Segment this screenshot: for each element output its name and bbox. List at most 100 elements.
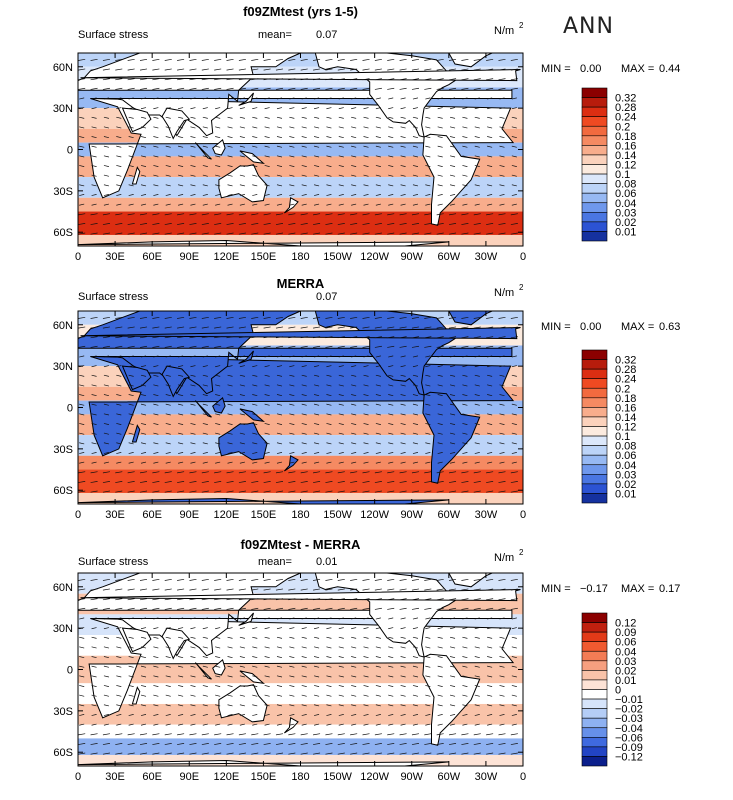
- wind-vector: [238, 471, 246, 474]
- wind-vector: [215, 136, 221, 139]
- wind-vector: [215, 675, 221, 678]
- max-label: MAX =: [621, 583, 655, 595]
- wind-vector: [338, 116, 344, 119]
- wind-vector: [165, 203, 171, 206]
- wind-vector: [264, 403, 270, 406]
- wind-vector: [425, 403, 431, 406]
- wind-vector: [276, 423, 283, 425]
- wind-vector: [437, 694, 443, 697]
- wind-vector: [227, 97, 233, 100]
- lon-tick-label: 60E: [142, 509, 162, 521]
- wind-vector: [313, 413, 320, 416]
- wind-vector: [449, 452, 456, 454]
- wind-vector: [400, 636, 406, 639]
- wind-vector: [437, 646, 443, 649]
- wind-vector: [301, 714, 307, 716]
- wind-vector: [227, 646, 233, 649]
- lon-tick-label: 0: [520, 251, 526, 263]
- wind-vector: [474, 646, 480, 649]
- wind-vector: [499, 714, 505, 716]
- wind-vector: [251, 213, 259, 216]
- wind-vector: [300, 68, 308, 71]
- wind-vector: [350, 742, 358, 745]
- wind-vector: [338, 394, 344, 397]
- wind-vector: [337, 752, 345, 755]
- wind-vector: [375, 384, 381, 387]
- wind-vector: [79, 461, 85, 464]
- wind-vector: [275, 87, 284, 90]
- wind-vector: [487, 107, 493, 110]
- wind-vector: [375, 145, 381, 148]
- wind-vector: [252, 423, 258, 425]
- wind-vector: [238, 78, 246, 81]
- wind-vector: [202, 723, 208, 726]
- wind-vector: [78, 752, 86, 755]
- wind-vector: [498, 232, 506, 235]
- wind-vector: [511, 656, 517, 659]
- wind-vector: [436, 471, 444, 474]
- wind-vector: [178, 165, 184, 167]
- wind-vector: [474, 194, 480, 196]
- wind-vector: [425, 384, 431, 387]
- wind-vector: [499, 116, 505, 119]
- wind-vector: [511, 413, 517, 416]
- wind-vector: [153, 432, 159, 435]
- wind-vector: [79, 97, 85, 100]
- wind-vector: [511, 714, 517, 716]
- wind-vector: [102, 232, 110, 235]
- wind-vector: [499, 636, 505, 639]
- wind-vector: [140, 665, 147, 668]
- wind-vector: [227, 107, 233, 110]
- wind-vector: [325, 480, 333, 483]
- wind-vector: [474, 165, 480, 167]
- wind-vector: [288, 471, 296, 474]
- wind-vector: [400, 423, 406, 425]
- wind-vector: [362, 598, 370, 601]
- wind-vector: [350, 78, 358, 81]
- wind-vector: [276, 704, 283, 707]
- wind-vector: [425, 203, 431, 206]
- wind-vector: [363, 374, 369, 377]
- wind-vector: [227, 155, 233, 158]
- wind-vector: [400, 442, 406, 445]
- wind-vector: [165, 126, 171, 129]
- wind-vector: [165, 155, 171, 158]
- wind-vector: [190, 694, 196, 697]
- wind-vector: [487, 617, 493, 620]
- wind-vector: [362, 752, 370, 755]
- wind-vector: [424, 213, 432, 216]
- wind-vector: [251, 490, 259, 493]
- wind-vector: [90, 733, 98, 736]
- wind-vector: [425, 714, 431, 716]
- wind-vector: [449, 665, 456, 668]
- wind-vector: [201, 752, 209, 755]
- wind-vector: [238, 752, 246, 755]
- wind-vector: [139, 578, 148, 581]
- lon-tick-label: 120E: [213, 251, 239, 263]
- wind-vector: [363, 126, 369, 129]
- wind-vector: [189, 87, 197, 90]
- colorbar-swatch: [581, 454, 608, 466]
- continent-outline: [212, 397, 226, 414]
- wind-vector: [350, 213, 358, 216]
- wind-vector: [289, 374, 295, 377]
- wind-vector: [152, 733, 160, 736]
- wind-vector: [387, 316, 395, 319]
- wind-vector: [499, 174, 505, 177]
- wind-vector: [412, 413, 419, 416]
- wind-vector: [190, 355, 196, 358]
- wind-vector: [275, 213, 284, 216]
- wind-vector: [289, 636, 295, 639]
- wind-vector: [102, 222, 110, 225]
- wind-vector: [153, 617, 159, 620]
- wind-vector: [388, 627, 394, 630]
- wind-vector: [190, 413, 196, 416]
- wind-vector: [288, 222, 296, 225]
- wind-vector: [388, 107, 394, 110]
- wind-vector: [190, 646, 196, 649]
- wind-vector: [351, 432, 357, 435]
- wind-vector: [152, 316, 160, 319]
- wind-vector: [351, 403, 357, 406]
- lon-tick-label: 30E: [105, 509, 125, 521]
- wind-vector: [387, 58, 395, 61]
